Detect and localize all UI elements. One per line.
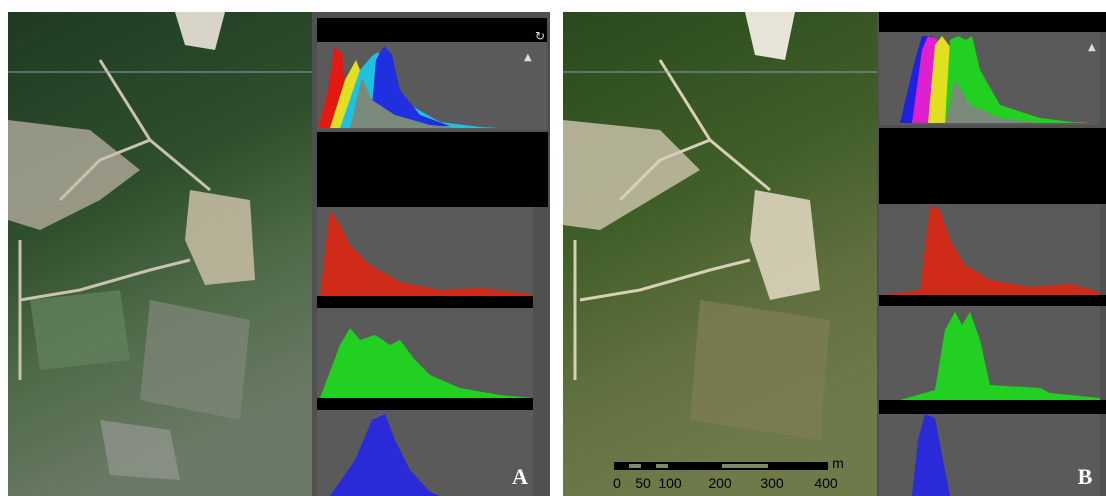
- figure: ▲ ↻ A m 0 50 100 200 300: [0, 0, 1106, 496]
- warning-icon: ▲: [524, 52, 532, 63]
- satellite-image-b: m 0 50 100 200 300 400: [563, 12, 877, 496]
- scale-tick: 50: [635, 475, 651, 491]
- refresh-icon[interactable]: ↻: [535, 29, 545, 43]
- histograms-a: ▲ ↻ A: [312, 12, 550, 496]
- panel-label: A: [512, 464, 528, 489]
- scale-tick: 0: [613, 475, 621, 491]
- scale-tick: 100: [658, 475, 682, 491]
- scale-unit: m: [832, 455, 844, 471]
- histograms-b: ▲ B: [877, 12, 1106, 496]
- warning-icon: ▲: [1088, 42, 1096, 53]
- scale-tick: 300: [760, 475, 784, 491]
- page: ▲ ↻ A m 0 50 100 200 300: [0, 0, 1106, 496]
- satellite-image-a: [8, 12, 312, 496]
- scale-tick: 200: [708, 475, 732, 491]
- panel-label: B: [1078, 464, 1093, 489]
- scale-tick: 400: [814, 475, 838, 491]
